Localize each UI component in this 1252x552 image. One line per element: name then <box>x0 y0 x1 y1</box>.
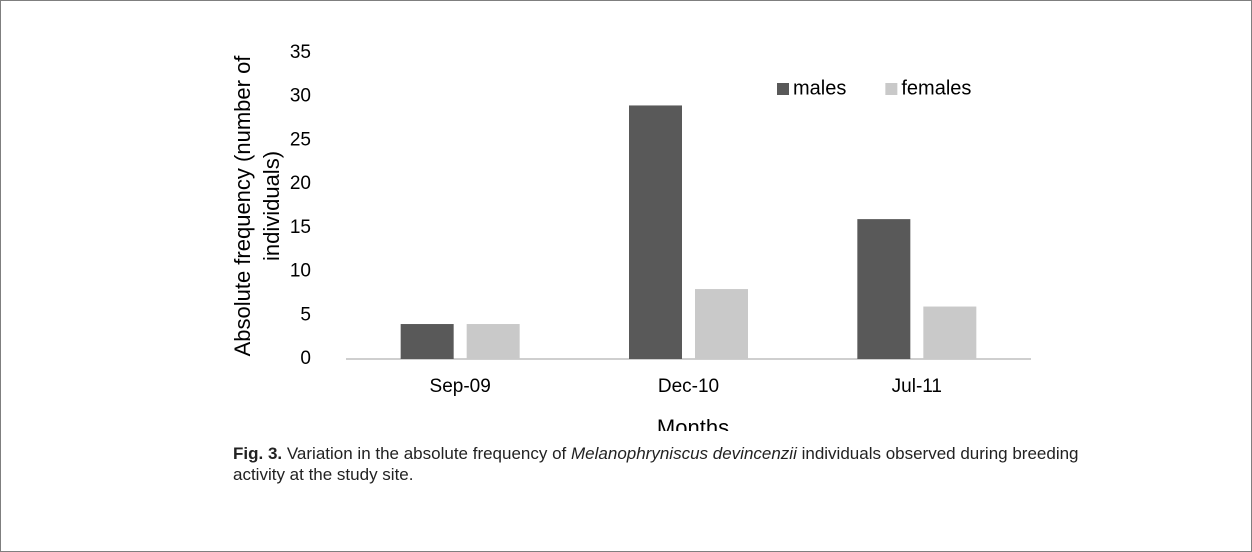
y-tick-label: 10 <box>290 261 311 282</box>
bar <box>923 306 977 359</box>
y-axis-title: Absolute frequency (number of <box>230 55 255 357</box>
bar <box>857 219 911 359</box>
legend-swatch <box>885 83 898 95</box>
y-tick-label: 0 <box>300 348 311 369</box>
x-tick-label: Sep-09 <box>430 376 491 397</box>
caption-text: individuals observed during breeding act… <box>233 444 1079 484</box>
y-tick-label: 35 <box>290 42 311 63</box>
bar <box>400 324 454 359</box>
caption-label: Fig. 3. <box>233 444 283 463</box>
caption-text: Variation in the absolute frequency of <box>286 444 567 463</box>
legend-swatch <box>777 83 789 95</box>
x-tick-label: Jul-11 <box>892 376 942 397</box>
bar <box>466 324 520 359</box>
legend-label: males <box>793 77 846 99</box>
y-axis-title: individuals) <box>259 151 284 261</box>
caption: Fig. 3. Variation in the absolute freque… <box>233 443 1133 485</box>
y-tick-label: 5 <box>300 304 311 325</box>
y-tick-label: 30 <box>290 86 311 107</box>
y-tick-label: 25 <box>290 129 311 150</box>
bar <box>629 105 682 359</box>
x-tick-label: Dec-10 <box>658 376 719 397</box>
chart: Months 0 5 10 15 20 25 30 35 Absolute frequency … <box>230 42 1031 431</box>
bar <box>695 289 748 359</box>
x-axis-title: Months <box>657 415 729 431</box>
y-tick-label: 15 <box>290 217 311 238</box>
y-tick-label: 20 <box>290 173 311 194</box>
species-name: Melanophryniscus devincenzii <box>571 444 797 463</box>
legend-label: females <box>901 77 971 99</box>
